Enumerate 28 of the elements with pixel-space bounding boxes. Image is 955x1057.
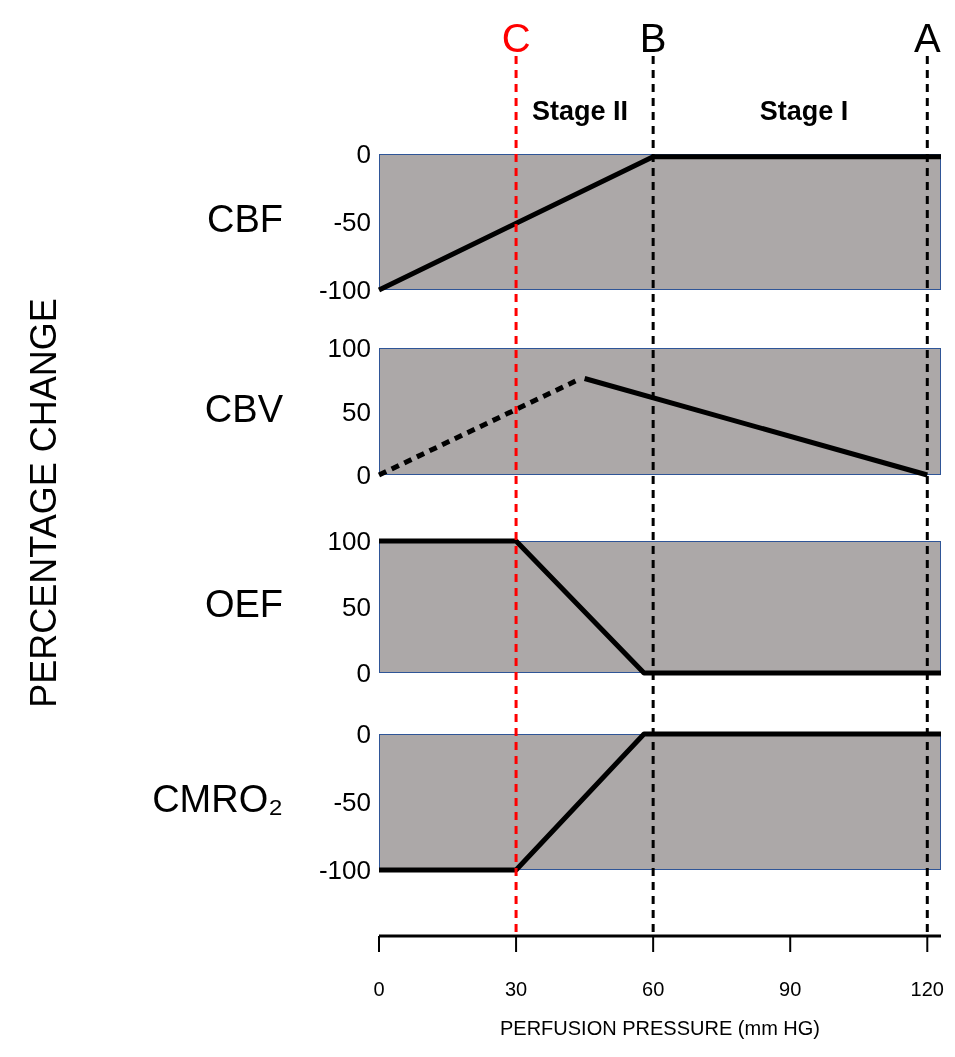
text: CBF: [207, 198, 283, 240]
x-tick-label: 90: [779, 978, 802, 1000]
y-tick-label: 0: [356, 719, 371, 750]
y-tick-label: 0: [356, 139, 371, 170]
y-tick-label: -100: [318, 275, 371, 306]
x-tick-label: 120: [910, 978, 944, 1000]
x-tick-label: 30: [504, 978, 528, 1000]
y-tick-label: 0: [356, 658, 371, 689]
ref-line-label: A: [913, 16, 941, 60]
y-tick-label: 100: [327, 333, 371, 364]
x-tick-label: 60: [642, 978, 665, 1000]
text: OEF: [204, 583, 283, 625]
y-tick-label: -50: [333, 207, 371, 238]
y-tick-label: 0: [356, 460, 371, 491]
text: CMRO₂: [152, 778, 283, 820]
text: Stage I: [759, 96, 849, 126]
y-tick-label: 100: [327, 526, 371, 557]
y-axis-title: PERCENTAGE CHANGE: [23, 298, 64, 708]
text: CBV: [204, 387, 283, 430]
text: Stage II: [531, 96, 629, 126]
x-tick-label: 0: [373, 978, 385, 1000]
y-tick-label: 50: [342, 396, 371, 427]
y-tick-label: -100: [318, 855, 371, 886]
y-tick-label: 50: [342, 592, 371, 623]
x-axis-title: PERFUSION PRESSURE (mm HG): [499, 1017, 821, 1039]
ref-line-label: C: [501, 16, 531, 60]
y-tick-label: -50: [333, 787, 371, 818]
ref-line-label: B: [639, 16, 667, 60]
